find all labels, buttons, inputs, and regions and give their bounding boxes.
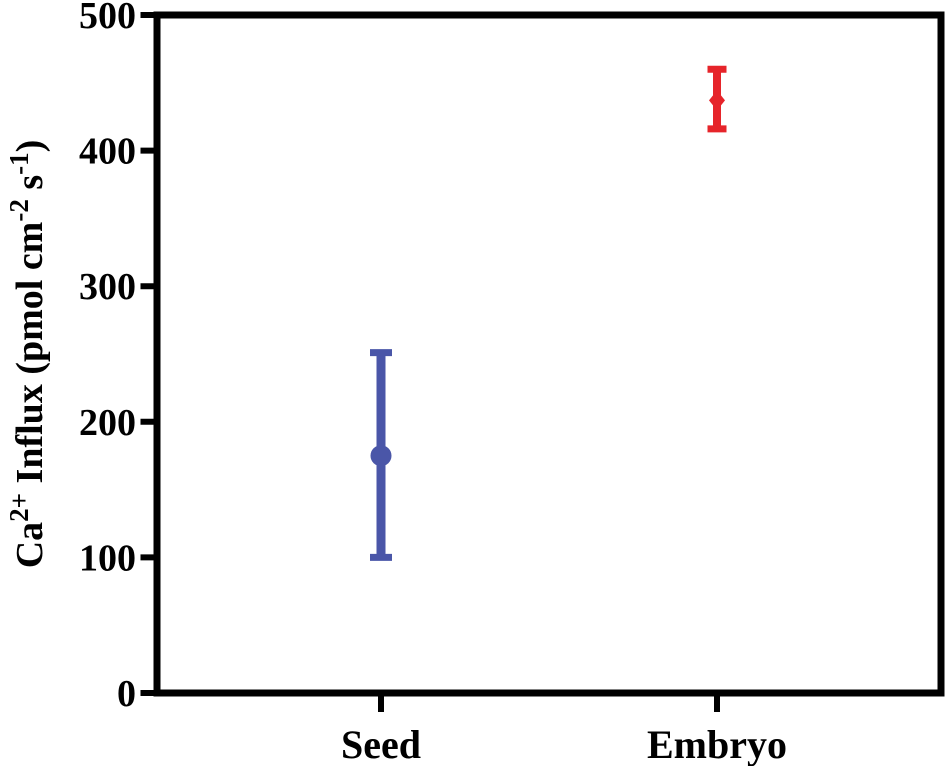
y-tick-label: 200	[79, 402, 136, 444]
plot-frame	[153, 11, 945, 697]
y-axis-title: Ca2+ Influx (pmol cm-2 s-1)	[4, 140, 51, 569]
y-tick-label: 400	[79, 131, 136, 173]
y-tick-label: 300	[79, 266, 136, 308]
seed-series	[370, 349, 392, 561]
y-tick-label: 0	[117, 673, 136, 715]
embryo-marker-diamond	[709, 90, 725, 111]
x-axis-label-embryo: Embryo	[647, 722, 787, 766]
y-tick-label: 100	[79, 537, 136, 579]
y-tick-label: 500	[79, 0, 136, 37]
embryo-series	[707, 65, 727, 133]
seed-marker-circle	[370, 445, 392, 467]
x-axis-label-seed: Seed	[341, 722, 421, 766]
